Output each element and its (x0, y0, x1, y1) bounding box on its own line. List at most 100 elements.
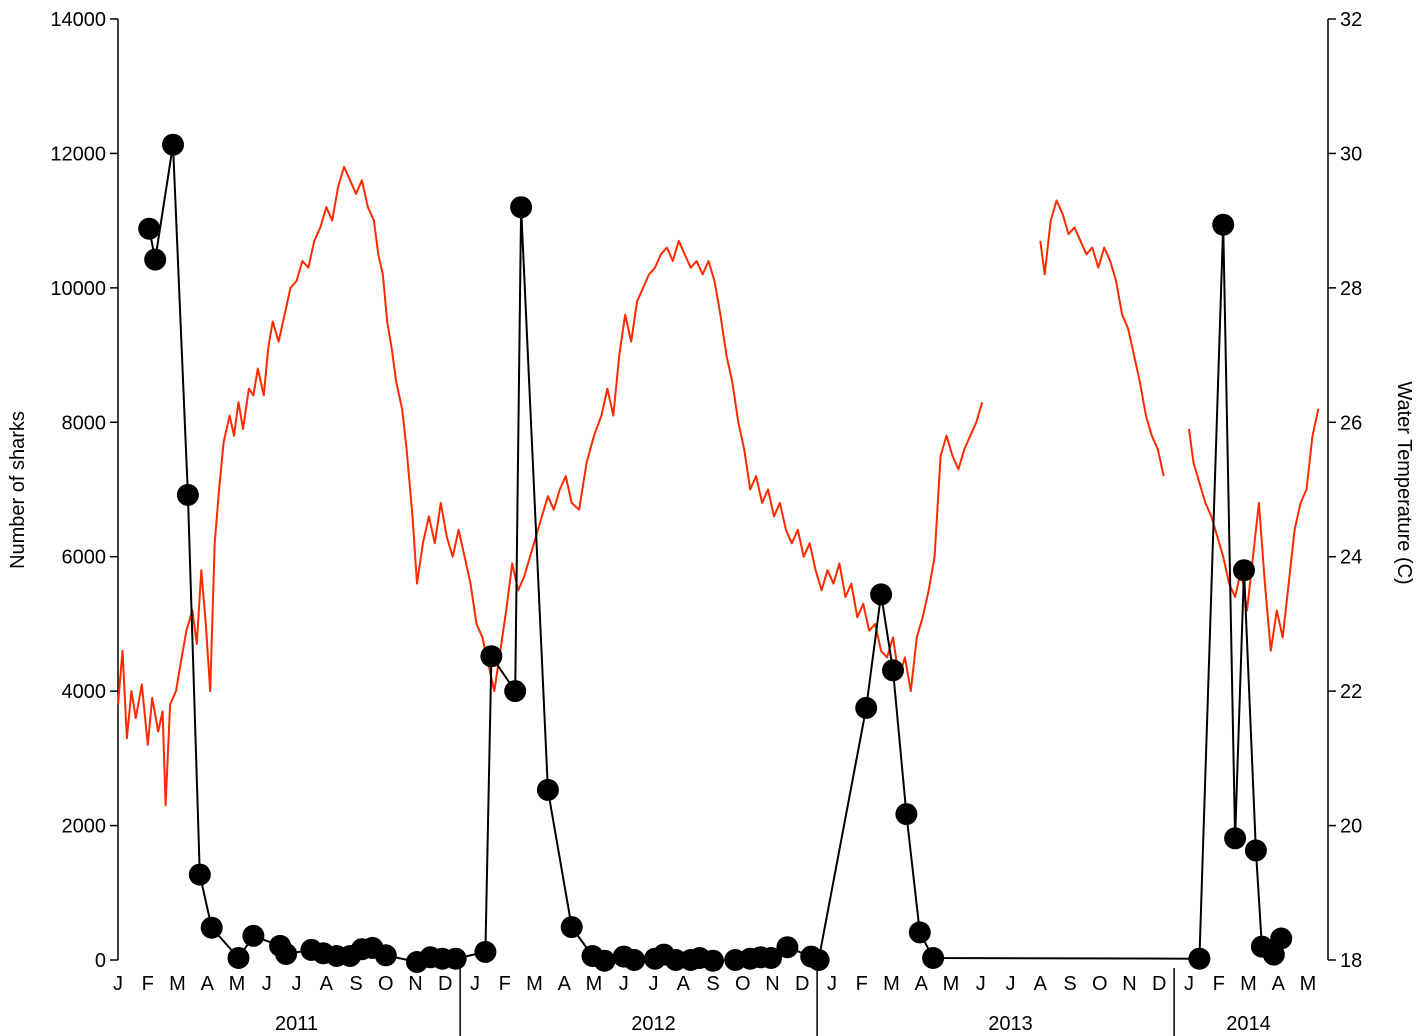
left-tick-label: 2000 (62, 816, 107, 838)
shark-count-point (474, 940, 497, 963)
right-tick-label: 18 (1340, 950, 1362, 972)
shark-count-point (275, 943, 298, 965)
month-tick-label: A (1272, 973, 1286, 995)
shark-count-point (536, 778, 559, 801)
month-tick-label: D (438, 973, 452, 995)
month-tick-label: M (1240, 973, 1257, 995)
month-tick-label: F (856, 973, 868, 995)
month-tick-label: J (976, 973, 986, 995)
month-tick-label: D (1152, 973, 1166, 995)
shark-count-point (908, 921, 931, 944)
shark-count-point (176, 483, 199, 506)
month-tick-label: A (1034, 973, 1048, 995)
shark-count-point (882, 659, 904, 682)
month-tick-label: A (558, 973, 572, 995)
right-axis-title: Water Temperature (C) (1393, 381, 1415, 584)
shark-count-point (895, 803, 918, 826)
axes (117, 19, 1329, 960)
month-tick-label: J (470, 973, 480, 995)
year-label: 2014 (1226, 1013, 1271, 1035)
left-axis-title: Number of sharks (7, 411, 29, 569)
month-tick-label: N (408, 973, 422, 995)
month-tick-label: A (677, 973, 691, 995)
shark-count-point (200, 916, 223, 939)
right-axis-ticks: 18 20 22 24 26 28 30 32 (1328, 9, 1362, 972)
left-tick-label: 10000 (50, 278, 106, 300)
month-tick-label: N (765, 973, 779, 995)
left-axis-ticks: 0 2000 4000 6000 8000 10000 12000 14000 (50, 9, 118, 972)
shark-count-point (1270, 927, 1293, 950)
left-tick-label: 12000 (50, 143, 106, 165)
month-tick-label: M (1300, 973, 1317, 995)
shark-count-point (242, 924, 265, 947)
left-tick-label: 0 (95, 950, 106, 972)
temperature-series (117, 165, 1320, 807)
month-tick-label: J (113, 973, 123, 995)
month-tick-label: O (1092, 973, 1108, 995)
shark-count-point (702, 949, 724, 972)
shark-count-point (444, 947, 467, 970)
shark-count-point (480, 645, 503, 668)
shark-count-point (870, 583, 893, 606)
shark-count-point (922, 947, 945, 969)
year-axis-labels: 2011 2012 2013 2014 (275, 968, 1271, 1036)
month-tick-label: S (1063, 973, 1076, 995)
month-tick-label: M (526, 973, 543, 995)
month-tick-label: J (1006, 973, 1016, 995)
month-tick-label: J (262, 973, 272, 995)
month-tick-label: J (292, 973, 302, 995)
shark-count-point (807, 949, 830, 971)
month-tick-label: J (827, 973, 837, 995)
month-tick-label: M (229, 973, 246, 995)
month-tick-label: M (169, 973, 186, 995)
shark-count-point (560, 916, 583, 939)
left-tick-label: 8000 (62, 412, 107, 434)
right-tick-label: 24 (1340, 547, 1362, 569)
shark-count-point (1188, 947, 1211, 970)
month-tick-label: J (619, 973, 629, 995)
shark-count-point (138, 217, 161, 240)
month-tick-label: O (735, 973, 751, 995)
month-tick-label: O (378, 973, 394, 995)
right-tick-label: 30 (1340, 143, 1362, 165)
right-tick-label: 20 (1340, 816, 1362, 838)
right-tick-label: 32 (1340, 9, 1362, 31)
shark-count-point (776, 936, 799, 959)
left-tick-label: 4000 (62, 681, 107, 703)
month-tick-label: A (915, 973, 929, 995)
month-tick-label: M (943, 973, 960, 995)
year-label: 2011 (275, 1013, 318, 1035)
right-tick-label: 22 (1340, 681, 1362, 703)
left-tick-label: 6000 (62, 547, 107, 569)
year-label: 2012 (631, 1013, 676, 1035)
month-tick-label: F (499, 973, 511, 995)
month-tick-label: M (883, 973, 900, 995)
shark-count-point (144, 248, 167, 271)
shark-count-point (760, 947, 782, 969)
left-tick-label: 14000 (50, 9, 106, 31)
month-tick-label: S (349, 973, 362, 995)
year-label: 2013 (988, 1013, 1033, 1035)
shark-count-point (623, 949, 646, 971)
temperature-line (1039, 199, 1165, 477)
temperature-line (117, 165, 984, 807)
shark-count-point (374, 944, 397, 967)
shark-count-point (510, 196, 533, 219)
right-tick-label: 28 (1340, 278, 1362, 300)
right-tick-label: 26 (1340, 412, 1362, 434)
shark-count-point (504, 680, 527, 703)
month-tick-label: N (1122, 973, 1136, 995)
shark-count-point (227, 947, 250, 969)
shark-count-point (188, 863, 211, 886)
month-tick-label: F (142, 973, 154, 995)
temperature-line (1188, 408, 1320, 652)
month-tick-label: D (795, 973, 809, 995)
shark-count-series (138, 133, 1293, 973)
shark-count-point (1224, 827, 1247, 850)
shark-count-point (1212, 213, 1235, 236)
month-tick-label: A (201, 973, 215, 995)
month-tick-label: F (1213, 973, 1225, 995)
month-tick-label: A (320, 973, 334, 995)
